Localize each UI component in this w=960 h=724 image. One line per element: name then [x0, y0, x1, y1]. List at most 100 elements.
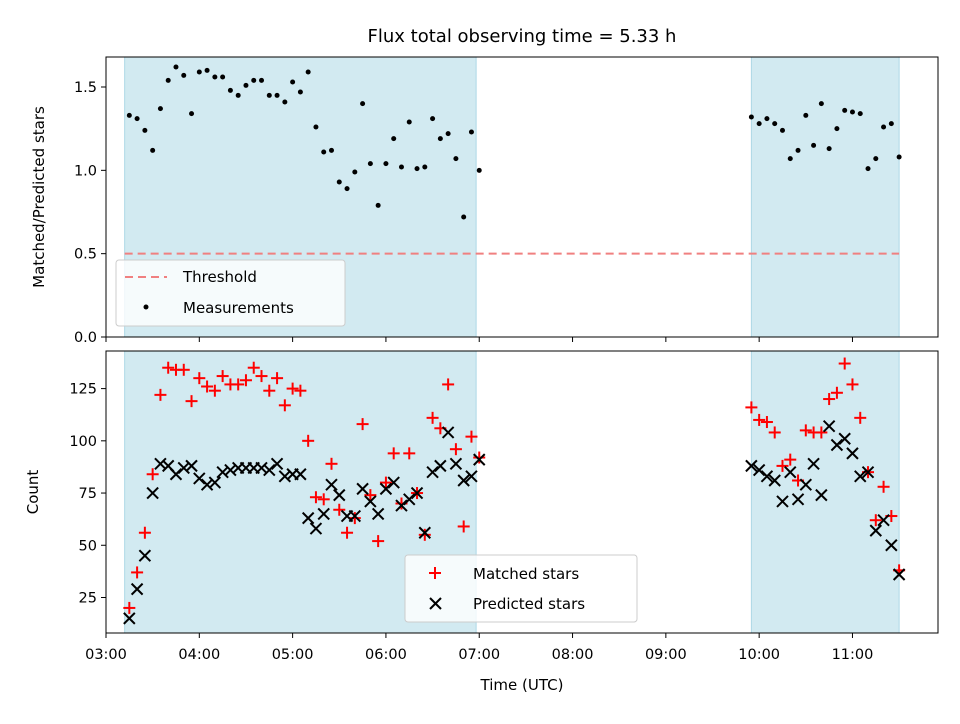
measurement-point	[811, 142, 817, 148]
ratio-y-tick-label: 0.5	[74, 247, 97, 263]
measurement-point	[453, 156, 459, 162]
measurements-legend-swatch	[143, 304, 149, 310]
predicted-star-point	[138, 549, 152, 562]
measurement-point	[181, 72, 187, 78]
predicted-star-point	[799, 478, 813, 491]
matched-star-point	[838, 357, 851, 370]
measurement-point	[430, 116, 436, 122]
matched-star-point	[356, 418, 369, 431]
x-axis-label: Time (UTC)	[480, 676, 564, 694]
measurement-point	[142, 127, 148, 133]
matched-star-point	[877, 480, 890, 493]
measurement-point	[150, 147, 156, 153]
ratio-observing-window-2	[750, 56, 900, 338]
measurement-point	[274, 92, 280, 98]
matched-star-point	[177, 363, 190, 376]
predicted-star-point	[224, 463, 237, 477]
measurement-point	[220, 74, 226, 80]
matched-star-point	[302, 434, 315, 447]
measurement-point	[352, 169, 358, 175]
matched-star-point	[138, 526, 151, 539]
predicted-star-point	[177, 461, 190, 475]
measurement-point	[461, 214, 467, 220]
predicted-star-point	[434, 459, 447, 473]
ratio-y-tick-label: 1.5	[74, 80, 97, 96]
matched-star-point	[823, 393, 836, 406]
predicted-star-point	[465, 470, 478, 483]
measurement-point	[476, 167, 482, 173]
x-tick-label: 08:00	[552, 647, 594, 663]
predicted-star-point	[752, 463, 766, 477]
count-y-tick-label: 125	[69, 382, 97, 398]
predicted-star-point	[807, 457, 820, 471]
predicted-star-point	[301, 511, 315, 525]
predicted-star-point	[123, 612, 136, 625]
predicted-star-point	[854, 470, 867, 483]
ratio-y-tick-label: 0.0	[74, 330, 97, 346]
matched-star-point	[776, 459, 789, 472]
ratio-y-axis-label: Matched/Predicted stars	[30, 106, 48, 288]
matched-star-point	[830, 386, 843, 399]
matched-star-point	[815, 426, 828, 439]
matched-star-point	[387, 447, 400, 460]
predicted-star-point	[449, 457, 463, 471]
measurement-point	[157, 106, 163, 112]
matched-star-point	[123, 601, 136, 614]
measurement-point	[865, 166, 871, 172]
predicted-star-point	[791, 493, 805, 506]
measurement-point	[391, 136, 397, 142]
measurement-point	[756, 121, 762, 127]
predicted-star-point	[760, 470, 774, 483]
predicted-star-point	[325, 478, 338, 491]
threshold-legend-label: Threshold	[182, 268, 257, 286]
measurement-point	[818, 101, 824, 107]
measurement-point	[344, 186, 350, 192]
predicted-star-point	[410, 486, 424, 500]
matched-star-point	[131, 566, 144, 579]
predicted-star-point	[371, 507, 385, 521]
matched-star-point	[364, 489, 377, 502]
predicted-star-point	[838, 432, 851, 445]
predicted-star-point	[294, 468, 307, 481]
matched-star-point	[753, 413, 766, 426]
count-y-tick-label: 25	[79, 590, 97, 606]
matched-star-point	[854, 411, 867, 424]
matched-star-point	[325, 457, 338, 470]
predicted-star-point	[395, 499, 408, 512]
matched-star-point	[271, 372, 284, 385]
predicted-star-point	[130, 582, 144, 596]
predicted-star-point	[441, 426, 455, 439]
predicted-star-point	[169, 468, 183, 481]
measurement-point	[204, 67, 210, 73]
measurement-point	[173, 64, 179, 70]
predicted-star-point	[193, 472, 206, 485]
matched-star-point	[745, 401, 758, 414]
measurement-point	[803, 112, 809, 118]
x-tick-label: 11:00	[832, 647, 874, 663]
measurement-point	[445, 131, 451, 137]
matched-star-point	[426, 411, 439, 424]
measurement-point	[779, 127, 785, 133]
predicted-star-point	[768, 474, 781, 487]
measurement-point	[243, 82, 249, 88]
predicted-star-point	[822, 419, 836, 433]
measurement-point	[896, 154, 902, 160]
predicted-star-point	[846, 447, 859, 460]
predicted-star-point	[154, 457, 167, 471]
ratio-panel: 0.0 0.5 1.0 1.5 Matched/Predicted stars Thr…	[30, 56, 939, 346]
measurement-point	[251, 77, 257, 83]
measurement-point	[196, 69, 202, 75]
x-tick-label: 06:00	[365, 647, 407, 663]
measurement-point	[857, 111, 863, 117]
measurement-point	[367, 161, 373, 167]
measurement-point	[266, 92, 272, 98]
predicted-star-point	[317, 507, 330, 521]
matched-star-point	[341, 526, 354, 539]
predicted-star-point	[263, 463, 276, 477]
predicted-star-point	[861, 465, 875, 479]
predicted-star-point	[815, 488, 828, 502]
count-y-tick-label: 50	[79, 538, 97, 554]
predicted-star-point	[745, 459, 758, 473]
x-tick-label: 04:00	[178, 647, 220, 663]
